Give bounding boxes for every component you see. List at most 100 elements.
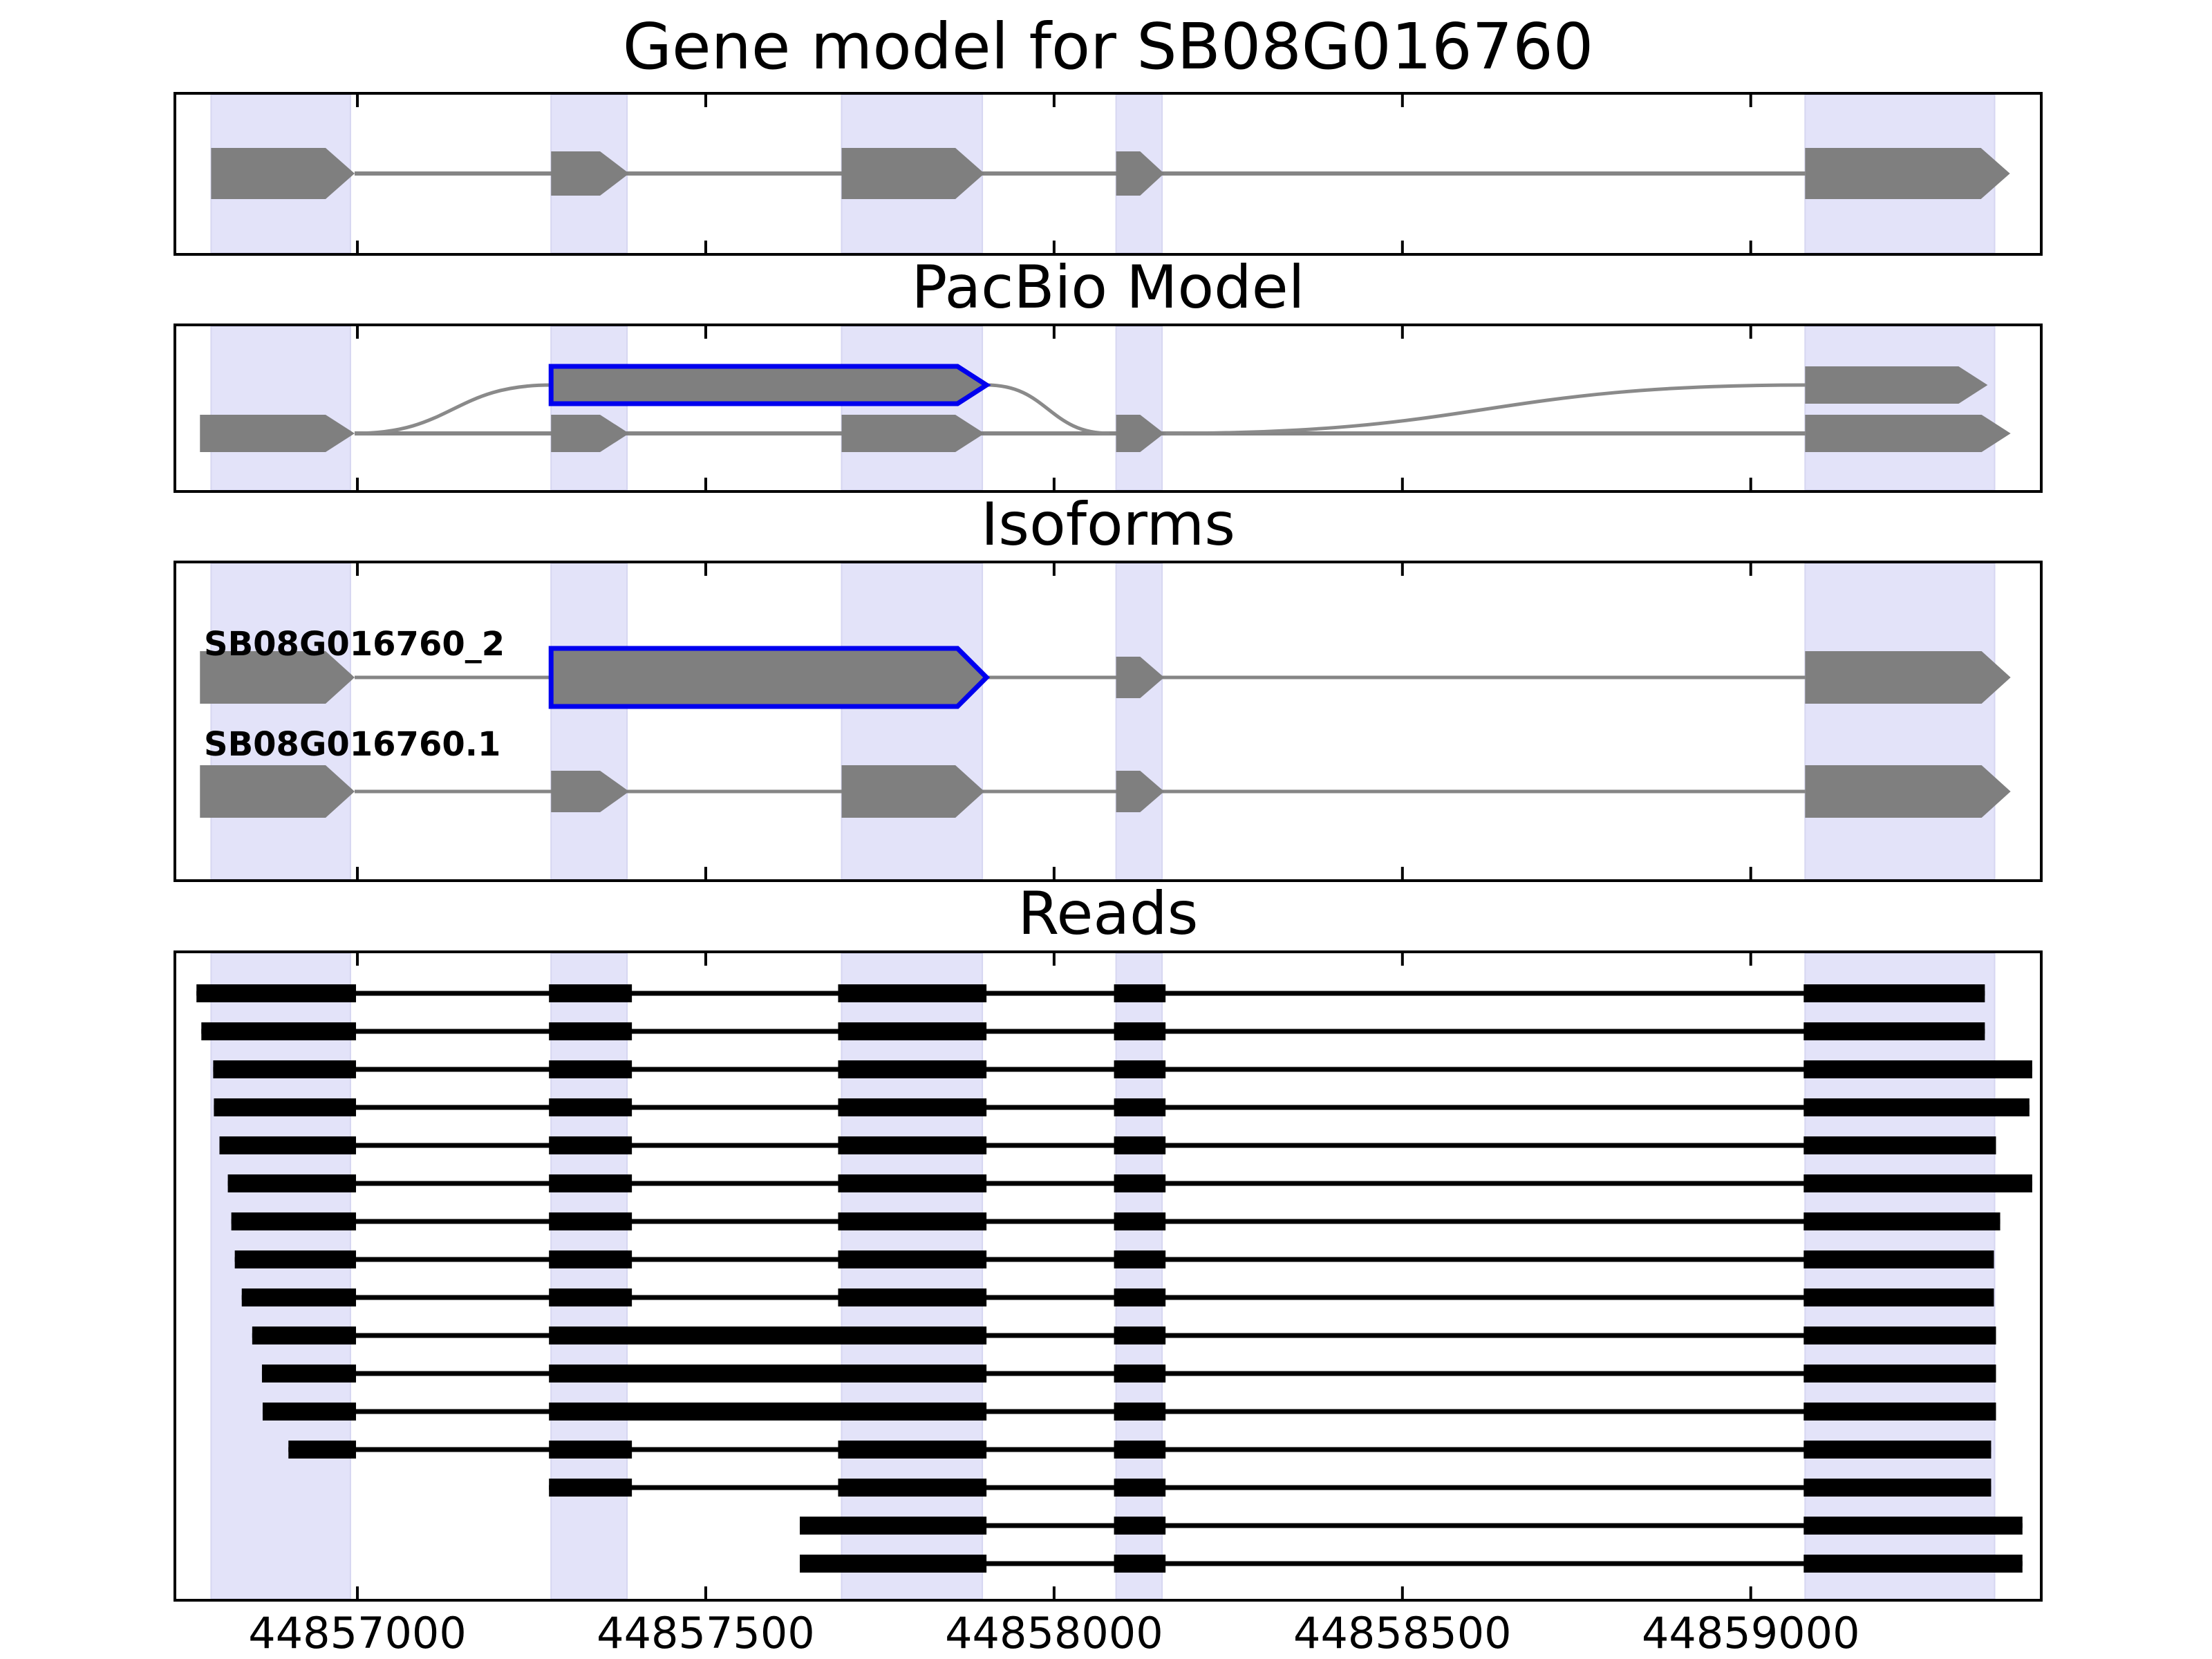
reads-panel-title: Reads <box>1018 879 1199 948</box>
exon-arrow <box>1116 151 1165 196</box>
read-exon-block <box>213 1060 357 1078</box>
x-tick-label: 44859000 <box>1641 1608 1860 1658</box>
isoforms-panel-title: Isoforms <box>980 490 1236 559</box>
read-exon-block <box>838 1174 987 1192</box>
read-exon-block <box>838 1212 987 1230</box>
read-exon-block <box>549 1403 987 1421</box>
read-exon-block <box>219 1136 357 1154</box>
isoform-exon <box>1805 765 2011 818</box>
exon-arrow <box>1116 415 1165 452</box>
read-exon-block <box>1803 984 1985 1002</box>
read-exon-block <box>549 1098 632 1116</box>
read-exon-block <box>261 1365 357 1382</box>
read-exon-block <box>549 1288 632 1306</box>
read-exon-block <box>1803 1365 1996 1382</box>
exon-highlight-band <box>1804 326 1996 490</box>
exon-highlight-band <box>550 326 628 490</box>
exon-arrow <box>551 151 630 196</box>
isoform-exon <box>200 651 355 704</box>
read-exon-block <box>1114 1136 1166 1154</box>
read-exon-block <box>196 984 357 1002</box>
read-exon-block <box>549 1174 632 1192</box>
read-exon-block <box>838 1479 987 1497</box>
exon-arrow <box>551 415 630 452</box>
read-exon-block <box>838 1022 987 1040</box>
read-exon-block <box>549 1250 632 1268</box>
isoform-exon <box>200 765 355 818</box>
read-exon-block <box>1114 1250 1166 1268</box>
exon-highlight-band <box>550 563 628 879</box>
exon-highlight-band <box>550 953 628 1599</box>
read-exon-block <box>549 1327 987 1344</box>
read-exon-block <box>549 1060 632 1078</box>
exon-arrow <box>211 148 355 199</box>
read-exon-block <box>1803 1250 1994 1268</box>
read-exon-block <box>288 1441 357 1459</box>
read-exon-block <box>1114 1327 1166 1344</box>
isoform-exon <box>1116 771 1165 812</box>
read-exon-block <box>838 984 987 1002</box>
read-exon-block <box>1114 1212 1166 1230</box>
read-exon-block <box>1803 1479 1991 1497</box>
read-exon-block <box>838 1098 987 1116</box>
highlighted-exon-arrow <box>548 646 991 709</box>
read-exon-block <box>1803 1288 1994 1306</box>
read-exon-block <box>1803 1060 2032 1078</box>
gene-model-plot <box>210 95 2010 253</box>
read-exon-block <box>1803 1098 2030 1116</box>
read-exon-block <box>1114 1022 1166 1040</box>
read-exon-block <box>800 1555 987 1573</box>
read-exon-block <box>1803 1403 1996 1421</box>
splice-junction-curve <box>355 383 552 435</box>
exon-highlight-band <box>1115 563 1163 879</box>
read-exon-block <box>1114 1517 1166 1535</box>
read-exon-block <box>549 1365 987 1382</box>
read-exon-block <box>1114 1060 1166 1078</box>
read-exon-block <box>231 1212 357 1230</box>
read-exon-block <box>549 1136 632 1154</box>
exon-highlight-band <box>841 953 984 1599</box>
read-exon-block <box>214 1098 357 1116</box>
isoforms-plot <box>200 563 2011 879</box>
exon-highlight-band <box>210 953 351 1599</box>
read-exon-block <box>1803 1212 2000 1230</box>
figure-title: Gene model for SB08G016760 <box>622 10 1594 84</box>
read-exon-block <box>800 1517 987 1535</box>
highlighted-exon-arrow <box>548 364 991 406</box>
exon-arrow <box>841 415 985 452</box>
read-exon-block <box>241 1288 357 1306</box>
read-exon-block <box>1114 1174 1166 1192</box>
read-exon-block <box>549 1441 632 1459</box>
read-exon-block <box>838 1288 987 1306</box>
exon-highlight-band <box>1115 326 1163 490</box>
read-exon-block <box>1803 1136 1996 1154</box>
exon-highlight-band <box>210 326 351 490</box>
read-exon-block <box>1803 1517 2023 1535</box>
pacbio-model-track <box>174 324 2043 493</box>
exon-highlight-band <box>210 563 351 879</box>
read-exon-block <box>1803 1555 2023 1573</box>
exon-arrow <box>1805 148 2010 199</box>
isoform-exon <box>1805 651 2011 704</box>
read-exon-block <box>1114 1098 1166 1116</box>
exon-highlight-band <box>1115 953 1163 1599</box>
isoforms-track <box>174 561 2043 882</box>
read-exon-block <box>549 984 632 1002</box>
read-exon-block <box>838 1250 987 1268</box>
splice-junction-curve <box>1165 383 1806 435</box>
read-exon-block <box>234 1250 357 1268</box>
read-exon-block <box>838 1441 987 1459</box>
read-exon-block <box>1803 1441 1991 1459</box>
pacbio-panel-title: PacBio Model <box>911 253 1305 322</box>
read-exon-block <box>549 1212 632 1230</box>
read-exon-block <box>1803 1327 1996 1344</box>
read-exon-block <box>1114 1365 1166 1382</box>
reads-plot <box>196 953 2032 1599</box>
read-exon-block <box>838 1060 987 1078</box>
exon-highlight-band <box>1804 953 1996 1599</box>
x-tick-label: 44858000 <box>945 1608 1163 1658</box>
exon-highlight-band <box>841 563 984 879</box>
isoform-exon <box>1116 657 1165 698</box>
gene-model-track <box>174 92 2043 256</box>
isoform-label-sb08g016760_2: SB08G016760_2 <box>204 625 505 664</box>
